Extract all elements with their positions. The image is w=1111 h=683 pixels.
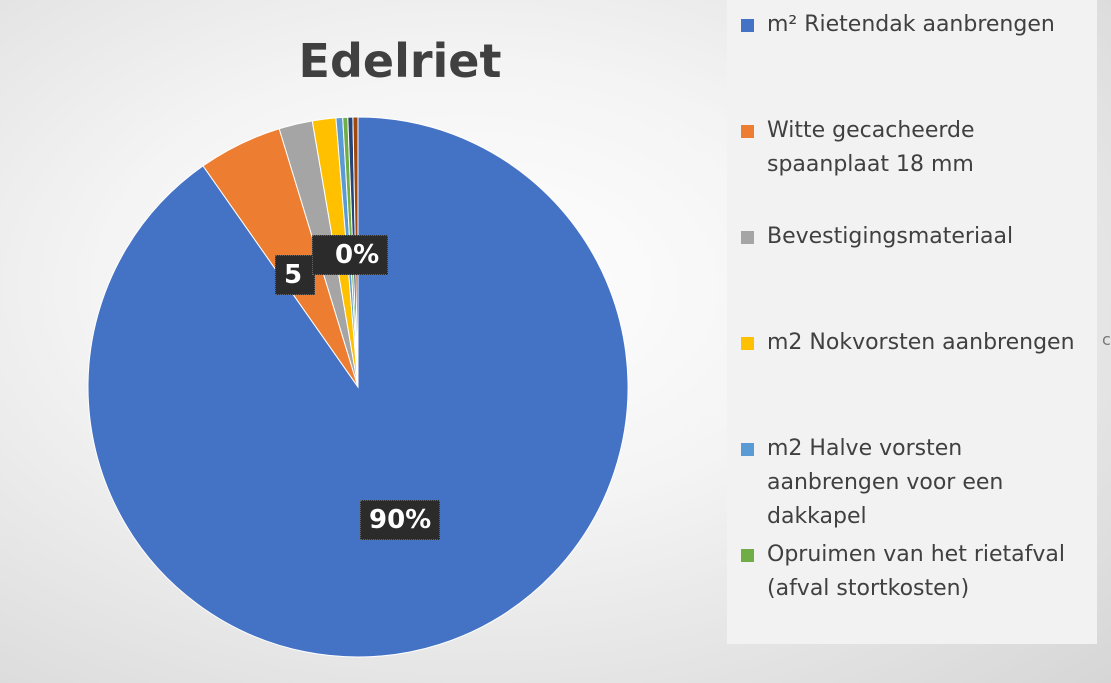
data-label-third: 0% bbox=[312, 235, 389, 275]
legend-label: Bevestigingsmateriaal bbox=[767, 224, 1014, 249]
legend-swatch bbox=[741, 125, 754, 138]
pie-chart bbox=[87, 116, 629, 658]
legend-item: m² Rietendak aanbrengen bbox=[741, 8, 1091, 42]
legend-swatch bbox=[741, 549, 754, 562]
legend-item: m2 Nokvorsten aanbrengen bbox=[741, 326, 1091, 360]
legend-label: Witte gecacheerde spaanplaat 18 mm bbox=[767, 118, 975, 177]
legend-label: Opruimen van het rietafval (afval stortk… bbox=[767, 542, 1065, 601]
legend-label: m² Rietendak aanbrengen bbox=[767, 12, 1055, 37]
legend-item: Opruimen van het rietafval (afval stortk… bbox=[741, 538, 1091, 606]
legend-item: Witte gecacheerde spaanplaat 18 mm bbox=[741, 114, 1091, 182]
legend-swatch bbox=[741, 337, 754, 350]
legend-swatch bbox=[741, 443, 754, 456]
legend: m² Rietendak aanbrengen Witte gecacheerd… bbox=[727, 0, 1097, 644]
legend-swatch bbox=[741, 19, 754, 32]
legend-label: m2 Halve vorsten aanbrengen voor een dak… bbox=[767, 436, 1004, 529]
data-label-main: 90% bbox=[360, 500, 441, 540]
legend-item: m2 Halve vorsten aanbrengen voor een dak… bbox=[741, 432, 1091, 534]
data-label-second: 5 bbox=[275, 255, 315, 295]
legend-swatch bbox=[741, 231, 754, 244]
legend-label: m2 Nokvorsten aanbrengen bbox=[767, 330, 1075, 355]
clipped-glyph: c bbox=[1102, 330, 1111, 349]
chart-title: Edelriet bbox=[298, 34, 502, 88]
legend-item: Bevestigingsmateriaal bbox=[741, 220, 1091, 254]
